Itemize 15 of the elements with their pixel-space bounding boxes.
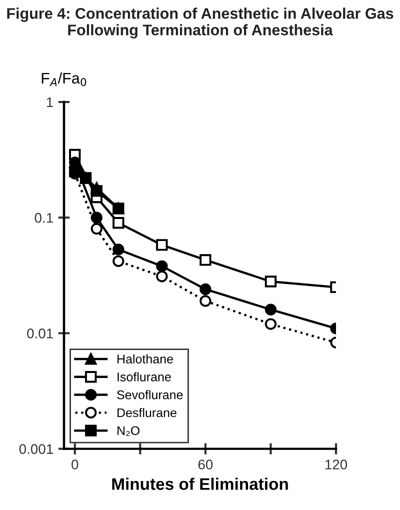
legend-label: Halothane [118,354,173,364]
legend-label: N₂O [118,426,140,436]
y-tick-label: 0.1 [34,212,53,223]
y-tick-label: 0.01 [27,328,53,338]
x-tick-label: 120 [325,460,348,470]
y-axis-title: F$_{A}$/Fa$_{0}$ [42,72,86,86]
legend-label: Sevoflurane [117,390,183,400]
legend-label: Desflurane [118,408,176,418]
x-tick-label: 0 [72,460,78,470]
x-axis-title: Minutes of Elimination [112,478,288,490]
x-tick-label: 60 [198,460,213,470]
chart-title: Figure 4: Concentration of Anesthetic in Alveolar Gas Following Termination of Anesthesia [7,8,394,38]
y-tick-label: 1 [46,97,53,108]
legend-label: Isoflurane [118,372,171,382]
y-tick-label: 0.001 [19,444,53,454]
